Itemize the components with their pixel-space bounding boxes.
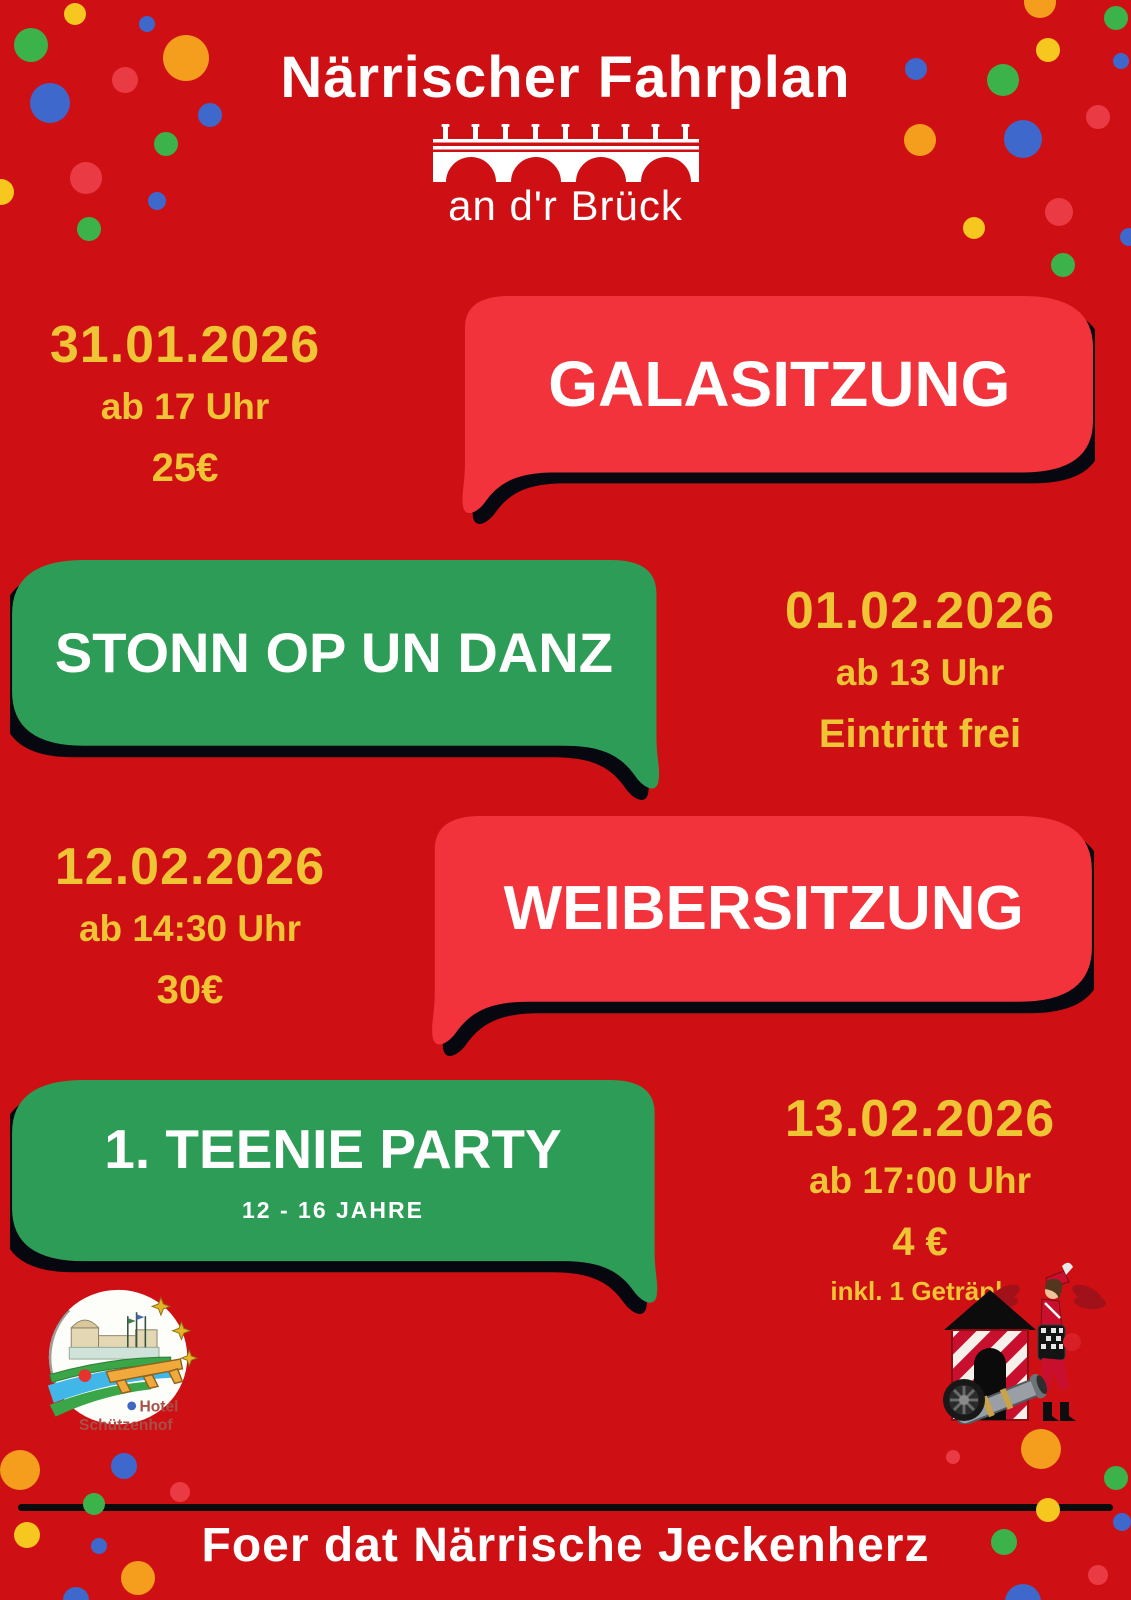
confetti-dot: [63, 1587, 89, 1600]
confetti-dot: [1104, 1466, 1128, 1490]
event-date: 12.02.2026: [54, 838, 326, 896]
event-teenie-party-info: 13.02.2026 ab 17:00 Uhr 4 € inkl. 1 Getr…: [750, 1090, 1090, 1307]
event-weibersitzung-bubble: WEIBERSITZUNG: [372, 816, 1094, 1056]
confetti-dot: [904, 124, 936, 156]
event-date: 31.01.2026: [49, 316, 321, 374]
event-weibersitzung-info: 12.02.2026 ab 14:30 Uhr 30€: [20, 838, 360, 1013]
bridge-icon: [432, 124, 699, 182]
page-title: Närrischer Fahrplan: [280, 45, 851, 110]
event-stonn-op-un-danz-bubble: STONN OP UN DANZ: [10, 560, 718, 800]
event-price: 25€: [151, 445, 219, 490]
confetti-dot: [946, 1450, 960, 1464]
event-time: ab 14:30 Uhr: [78, 908, 302, 950]
logo-text-line2: Schützenhof: [79, 1417, 173, 1434]
confetti-dot: [1120, 228, 1131, 246]
event-price: 4 €: [892, 1219, 948, 1264]
footer-slogan: Foer dat Närrische Jeckenherz: [201, 1519, 930, 1572]
logo-text-line1: Hotel: [140, 1399, 179, 1416]
event-title: WEIBERSITZUNG: [503, 873, 1024, 943]
confetti-dot: [64, 3, 86, 25]
event-time: ab 17 Uhr: [100, 386, 270, 428]
confetti-dot: [1051, 253, 1075, 277]
confetti-dot: [0, 1450, 40, 1490]
event-galasitzung-bubble: GALASITZUNG: [405, 296, 1095, 524]
confetti-dot: [1021, 1429, 1061, 1469]
event-galasitzung-info: 31.01.2026 ab 17 Uhr 25€: [30, 316, 340, 491]
event-stonn-op-un-danz-info: 01.02.2026 ab 13 Uhr Eintritt frei: [755, 582, 1085, 757]
footer-divider: [18, 1504, 1113, 1511]
event-price: Eintritt frei: [818, 711, 1022, 756]
event-age-range: 12 - 16 JAHRE: [242, 1196, 424, 1223]
confetti-dot: [1004, 120, 1042, 158]
hotel-schuetzenhof-logo: Hotel Schützenhof: [47, 1289, 198, 1434]
confetti-dot: [111, 1453, 137, 1479]
confetti-dot: [1104, 6, 1128, 30]
event-date: 01.02.2026: [784, 582, 1056, 640]
page-subtitle: an d'r Brück: [448, 182, 683, 229]
confetti-dot: [154, 132, 178, 156]
confetti-dot: [170, 1482, 190, 1502]
event-date: 13.02.2026: [784, 1090, 1056, 1148]
confetti-dot: [1024, 0, 1056, 18]
confetti-dot: [1005, 1584, 1041, 1600]
event-title: STONN OP UN DANZ: [54, 620, 613, 684]
event-title: 1. TEENIE PARTY: [104, 1117, 562, 1180]
event-time: ab 17:00 Uhr: [808, 1160, 1032, 1202]
event-price: 30€: [156, 967, 224, 1012]
event-time: ab 13 Uhr: [835, 652, 1005, 694]
event-teenie-party-bubble: 1. TEENIE PARTY 12 - 16 JAHRE: [10, 1080, 716, 1314]
event-title: GALASITZUNG: [548, 347, 1011, 420]
confetti-dot: [139, 16, 155, 32]
carnival-guard-cannon-illustration: [943, 1262, 1106, 1424]
